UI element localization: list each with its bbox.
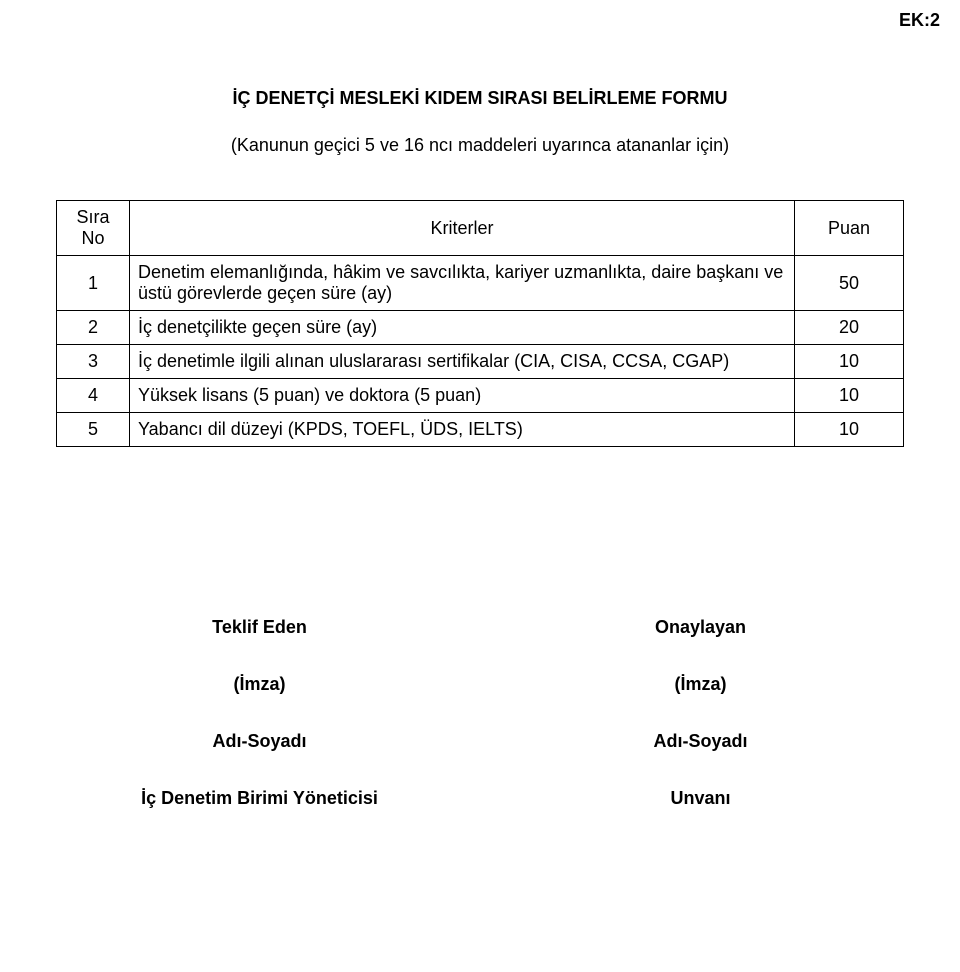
cell-no: 5 — [57, 413, 130, 447]
sig-left-title: İç Denetim Birimi Yöneticisi — [56, 788, 463, 809]
sig-left-name: Adı-Soyadı — [56, 731, 463, 752]
header-no: Sıra No — [57, 201, 130, 256]
sig-left-imza: (İmza) — [56, 674, 463, 695]
form-subtitle: (Kanunun geçici 5 ve 16 ncı maddeleri uy… — [56, 135, 904, 156]
criteria-table: Sıra No Kriterler Puan 1 Denetim elemanl… — [56, 200, 904, 447]
header-kriter: Kriterler — [130, 201, 795, 256]
cell-puan: 10 — [795, 379, 904, 413]
page-container: EK:2 İÇ DENETÇİ MESLEKİ KIDEM SIRASI BEL… — [0, 0, 960, 972]
header-puan: Puan — [795, 201, 904, 256]
sig-left-role: Teklif Eden — [56, 617, 463, 638]
corner-label: EK:2 — [899, 10, 940, 31]
cell-puan: 50 — [795, 256, 904, 311]
table-row: 5 Yabancı dil düzeyi (KPDS, TOEFL, ÜDS, … — [57, 413, 904, 447]
cell-no: 2 — [57, 311, 130, 345]
sig-right-title: Unvanı — [497, 788, 904, 809]
cell-kriter: İç denetimle ilgili alınan uluslararası … — [130, 345, 795, 379]
table-row: 4 Yüksek lisans (5 puan) ve doktora (5 p… — [57, 379, 904, 413]
cell-kriter: Denetim elemanlığında, hâkim ve savcılık… — [130, 256, 795, 311]
signatures-block: Teklif Eden (İmza) Adı-Soyadı İç Denetim… — [56, 617, 904, 845]
signature-left-column: Teklif Eden (İmza) Adı-Soyadı İç Denetim… — [56, 617, 463, 845]
cell-puan: 20 — [795, 311, 904, 345]
cell-no: 4 — [57, 379, 130, 413]
cell-no: 1 — [57, 256, 130, 311]
sig-right-name: Adı-Soyadı — [497, 731, 904, 752]
cell-puan: 10 — [795, 413, 904, 447]
table-row: 3 İç denetimle ilgili alınan uluslararas… — [57, 345, 904, 379]
signature-right-column: Onaylayan (İmza) Adı-Soyadı Unvanı — [497, 617, 904, 845]
cell-no: 3 — [57, 345, 130, 379]
cell-kriter: Yüksek lisans (5 puan) ve doktora (5 pua… — [130, 379, 795, 413]
sig-right-imza: (İmza) — [497, 674, 904, 695]
table-row: 1 Denetim elemanlığında, hâkim ve savcıl… — [57, 256, 904, 311]
table-row: 2 İç denetçilikte geçen süre (ay) 20 — [57, 311, 904, 345]
cell-kriter: Yabancı dil düzeyi (KPDS, TOEFL, ÜDS, IE… — [130, 413, 795, 447]
cell-kriter: İç denetçilikte geçen süre (ay) — [130, 311, 795, 345]
form-title: İÇ DENETÇİ MESLEKİ KIDEM SIRASI BELİRLEM… — [56, 88, 904, 109]
table-header-row: Sıra No Kriterler Puan — [57, 201, 904, 256]
cell-puan: 10 — [795, 345, 904, 379]
sig-right-role: Onaylayan — [497, 617, 904, 638]
